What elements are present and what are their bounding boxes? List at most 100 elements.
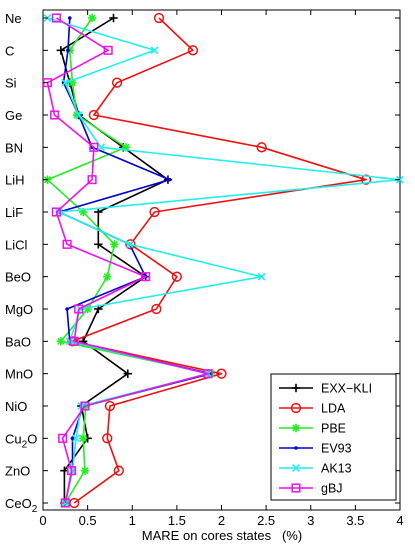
data-point <box>123 369 132 378</box>
legend-label: EXX−KLI <box>321 382 372 396</box>
y-tick-label: Cu2O <box>5 431 37 450</box>
y-tick-label-subscript: 2 <box>32 504 38 515</box>
y-tick-label-base: BaO <box>5 334 31 349</box>
data-point <box>50 110 60 120</box>
legend: EXX−KLI LDA PBE EV93 AK13 gBJ <box>270 373 397 501</box>
legend-entry: EXX−KLI <box>279 382 372 396</box>
data-point <box>103 45 113 55</box>
y-tick-label: LiH <box>5 173 25 188</box>
x-tick-label: 1.5 <box>168 513 186 528</box>
y-tick-label: Ne <box>5 11 22 26</box>
data-point <box>97 143 105 152</box>
data-point <box>70 436 75 441</box>
y-tick-label: C <box>5 43 14 58</box>
data-point <box>171 271 183 282</box>
y-tick-label: MnO <box>5 367 33 382</box>
data-point <box>257 272 266 281</box>
series-line <box>46 17 212 504</box>
legend-marker <box>294 446 298 450</box>
y-tick-label: LiF <box>5 205 23 220</box>
data-point <box>51 207 61 217</box>
data-point <box>149 206 160 218</box>
legend-box <box>270 373 397 501</box>
data-point <box>216 368 227 379</box>
x-axis-label: MARE on cores states (%) <box>142 528 302 543</box>
legend-marker <box>291 383 301 393</box>
data-point <box>125 239 136 250</box>
data-point <box>62 239 72 249</box>
y-tick-label: BaO <box>5 334 31 349</box>
data-point <box>78 434 88 443</box>
data-point <box>113 465 125 476</box>
data-point <box>66 48 70 53</box>
y-tick-label: BN <box>5 140 23 155</box>
data-point <box>153 12 165 24</box>
data-point <box>65 307 69 311</box>
y-tick-label: LiCl <box>5 237 28 252</box>
series-line <box>47 17 401 504</box>
y-tick-label-base: LiF <box>5 205 23 220</box>
legend-entry: LDA <box>279 402 346 416</box>
data-point <box>87 13 97 23</box>
legend-marker <box>291 483 301 493</box>
y-tick-label: Ge <box>5 108 22 123</box>
legend-entry: gBJ <box>279 482 343 496</box>
data-point <box>56 337 66 346</box>
series-line <box>46 17 209 504</box>
y-tick-label-base: BN <box>5 140 23 155</box>
data-point <box>51 13 61 23</box>
series-line <box>58 17 212 504</box>
legend-label: gBJ <box>321 482 343 496</box>
legend-marker <box>290 402 302 414</box>
data-point <box>110 240 119 249</box>
y-tick-label-base: NiO <box>5 399 27 414</box>
legend-entry: AK13 <box>279 462 352 476</box>
x-tick-label: 3 <box>307 513 314 528</box>
data-point <box>80 466 90 475</box>
data-point <box>203 369 213 379</box>
legend-label: LDA <box>321 402 346 416</box>
data-point <box>89 142 99 152</box>
data-point <box>125 240 134 249</box>
y-tick-label: CeO2 <box>5 496 38 515</box>
data-point <box>167 177 172 182</box>
data-point <box>109 13 118 23</box>
x-tick-label: 1 <box>129 513 136 528</box>
y-tick-label: NiO <box>5 399 27 414</box>
data-point <box>94 207 103 217</box>
data-point <box>111 77 123 88</box>
y-tick-label-base: ZnO <box>5 464 30 479</box>
data-point <box>74 111 83 119</box>
data-point <box>58 433 68 443</box>
y-tick-label-base: Cu <box>5 431 22 446</box>
legend-marker <box>292 464 300 472</box>
legend-label: AK13 <box>321 462 352 476</box>
series-layer <box>42 12 404 509</box>
data-point <box>94 240 103 249</box>
series-1 <box>67 12 372 509</box>
data-point <box>151 303 162 315</box>
data-point <box>103 272 112 281</box>
series-line <box>71 17 367 504</box>
legend-entry: PBE <box>279 422 346 436</box>
legend-marker <box>291 423 301 433</box>
data-point <box>104 400 116 412</box>
y-tick-label-base: C <box>5 43 14 58</box>
y-tick-label-base: Ne <box>5 11 22 26</box>
data-point <box>80 401 90 411</box>
data-point <box>69 336 79 346</box>
y-tick-label: ZnO <box>5 464 30 479</box>
data-point <box>187 45 199 56</box>
y-tick-label-base: Ge <box>5 108 22 123</box>
data-point <box>61 78 70 87</box>
x-tick-label: 3.5 <box>346 513 364 528</box>
y-tick-label: BeO <box>5 270 31 285</box>
data-point <box>67 466 77 476</box>
x-tick-label: 2.5 <box>257 513 275 528</box>
x-tick-label: 0.5 <box>79 513 97 528</box>
x-tick-label: 0 <box>39 513 46 528</box>
y-tick-label-base: MgO <box>5 302 33 317</box>
y-tick-label-base: LiH <box>5 173 25 188</box>
y-tick-label-base: MnO <box>5 367 33 382</box>
x-tick-label: 4 <box>396 513 403 528</box>
